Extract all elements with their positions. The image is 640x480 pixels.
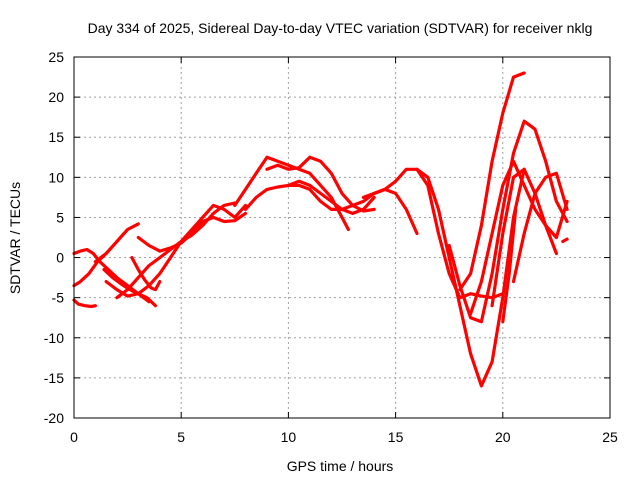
y-tick-label: 10 xyxy=(48,169,64,185)
series-satellite-track-11 xyxy=(243,179,376,215)
series-satellite-track-13 xyxy=(286,183,419,236)
plot-frame xyxy=(73,56,611,419)
axes: 0 5 10 15 20 25 -20 -15 -10 -5 0 5 10 15 20 25 xyxy=(44,49,618,445)
y-tick-label: 20 xyxy=(48,89,64,105)
series-satellite-track-5 xyxy=(93,222,140,264)
y-tick-label: -5 xyxy=(52,290,65,306)
series-satellite-track-19 xyxy=(490,167,558,308)
data-series xyxy=(72,71,569,388)
series-satellite-track-8 xyxy=(136,211,248,253)
series-satellite-track-6 xyxy=(104,203,248,298)
y-tick-label: 5 xyxy=(56,209,64,225)
series-satellite-track-2 xyxy=(72,298,97,309)
x-axis-label: GPS time / hours xyxy=(287,458,394,474)
grid xyxy=(74,57,610,418)
series-satellite-track-15 xyxy=(415,167,526,388)
series-satellite-track-14 xyxy=(361,167,505,300)
x-tick-label: 25 xyxy=(602,429,618,445)
series-satellite-track-9 xyxy=(130,256,162,292)
x-tick-label: 20 xyxy=(495,429,511,445)
series-satellite-track-21 xyxy=(501,207,518,324)
series-satellite-track-16 xyxy=(447,119,569,324)
series-satellite-track-22 xyxy=(561,237,569,244)
series-satellite-track-12 xyxy=(265,155,376,213)
y-tick-label: 15 xyxy=(48,129,64,145)
x-tick-label: 15 xyxy=(388,429,404,445)
y-tick-label: -15 xyxy=(44,370,64,386)
x-tick-label: 10 xyxy=(281,429,297,445)
series-satellite-track-20 xyxy=(511,171,569,284)
x-tick-label: 5 xyxy=(177,429,185,445)
series-satellite-track-17 xyxy=(458,71,526,292)
x-tick-label: 0 xyxy=(70,429,78,445)
y-tick-label: 0 xyxy=(56,250,64,266)
y-tick-label: -10 xyxy=(44,330,64,346)
y-tick-label: 25 xyxy=(48,49,64,65)
y-tick-label: -20 xyxy=(44,410,64,426)
y-axis-label: SDTVAR / TECUs xyxy=(7,182,23,294)
chart-title: Day 334 of 2025, Sidereal Day-to-day VTE… xyxy=(88,20,593,36)
